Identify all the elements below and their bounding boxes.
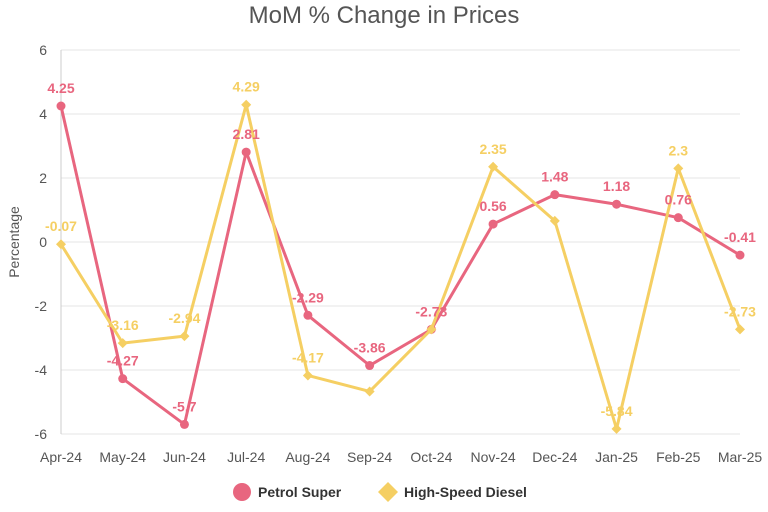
legend-label: High-Speed Diesel: [404, 484, 527, 500]
y-tick-label: -6: [35, 426, 48, 442]
data-label: 2.81: [233, 126, 260, 142]
data-label: -3.16: [107, 317, 139, 333]
data-point[interactable]: [612, 199, 622, 209]
data-point[interactable]: [488, 161, 499, 172]
legend-marker-diamond-icon: [378, 482, 398, 502]
x-tick-label: Nov-24: [471, 449, 516, 465]
x-tick-label: Feb-25: [656, 449, 701, 465]
data-label: -4.17: [292, 349, 324, 365]
legend-marker-circle-icon: [233, 483, 251, 501]
data-point[interactable]: [549, 215, 560, 226]
x-tick-label: Jun-24: [163, 449, 206, 465]
data-label: 0.56: [479, 198, 506, 214]
data-point[interactable]: [179, 419, 189, 429]
data-label: 1.48: [541, 169, 568, 185]
data-label: -2.73: [724, 303, 756, 319]
series-line: [59, 103, 742, 431]
data-point[interactable]: [611, 423, 622, 434]
data-label: 0.76: [665, 192, 692, 208]
data-point[interactable]: [735, 324, 745, 335]
axes: 6 4 2 0 -2 -4 -6 Apr-24 May-24 Jun-24 Jul-24 Aug-24…: [35, 42, 763, 465]
x-tick-label: May-24: [99, 449, 146, 465]
data-label: -2.94: [168, 310, 200, 326]
x-tick-label: Sep-24: [347, 449, 392, 465]
data-point[interactable]: [56, 101, 66, 111]
data-point[interactable]: [56, 239, 66, 250]
x-tick-label: Jan-25: [595, 449, 638, 465]
data-point[interactable]: [364, 386, 375, 397]
legend-item[interactable]: Petrol Super: [233, 483, 342, 501]
x-tick-label: Jul-24: [227, 449, 265, 465]
legend-label: Petrol Super: [258, 484, 342, 500]
data-label: -4.27: [107, 353, 139, 369]
data-point[interactable]: [303, 310, 313, 320]
data-label: -5.7: [172, 398, 196, 414]
series-layer: [56, 99, 745, 434]
data-point[interactable]: [302, 370, 313, 381]
data-label: -3.86: [354, 340, 386, 356]
data-label: -0.41: [724, 229, 756, 245]
data-point[interactable]: [426, 324, 437, 335]
data-point[interactable]: [241, 147, 251, 157]
data-point[interactable]: [673, 163, 684, 174]
x-tick-label: Apr-24: [40, 449, 82, 465]
data-label: -2.73: [415, 303, 447, 319]
y-tick-label: 2: [39, 170, 47, 186]
data-label: 4.25: [47, 80, 74, 96]
data-label: 2.35: [479, 141, 506, 157]
legend-item[interactable]: High-Speed Diesel: [378, 482, 527, 502]
y-tick-label: -2: [35, 298, 48, 314]
data-point[interactable]: [117, 338, 128, 349]
x-tick-label: Mar-25: [718, 449, 763, 465]
data-point[interactable]: [673, 213, 683, 223]
data-point[interactable]: [735, 250, 745, 260]
x-tick-label: Aug-24: [285, 449, 330, 465]
series-line: [59, 104, 742, 426]
y-tick-label: 4: [39, 106, 47, 122]
y-tick-label: -4: [35, 362, 48, 378]
x-tick-label: Dec-24: [532, 449, 577, 465]
data-point[interactable]: [179, 331, 190, 342]
x-tick-label: Oct-24: [410, 449, 452, 465]
data-label: 2.3: [669, 142, 689, 158]
data-label: -0.07: [45, 218, 77, 234]
data-point[interactable]: [365, 361, 375, 371]
data-label: 4.29: [233, 79, 260, 95]
data-point[interactable]: [241, 99, 252, 110]
data-point[interactable]: [488, 219, 498, 229]
data-labels: 4.25 -4.27 -5.7 2.81 -2.29 -3.86 -2.73 0.56 1.48…: [45, 79, 756, 419]
data-point[interactable]: [118, 374, 128, 384]
data-label: -2.29: [292, 289, 324, 305]
data-label: -5.84: [601, 403, 633, 419]
y-tick-label: 0: [39, 234, 47, 250]
data-point[interactable]: [550, 190, 560, 200]
chart-title: MoM % Change in Prices: [249, 2, 520, 29]
grid-lines: [61, 49, 740, 435]
legend[interactable]: Petrol Super High-Speed Diesel: [233, 482, 527, 502]
y-tick-label: 6: [39, 42, 47, 58]
y-axis-label: Percentage: [6, 206, 22, 278]
data-label: 1.18: [603, 178, 630, 194]
